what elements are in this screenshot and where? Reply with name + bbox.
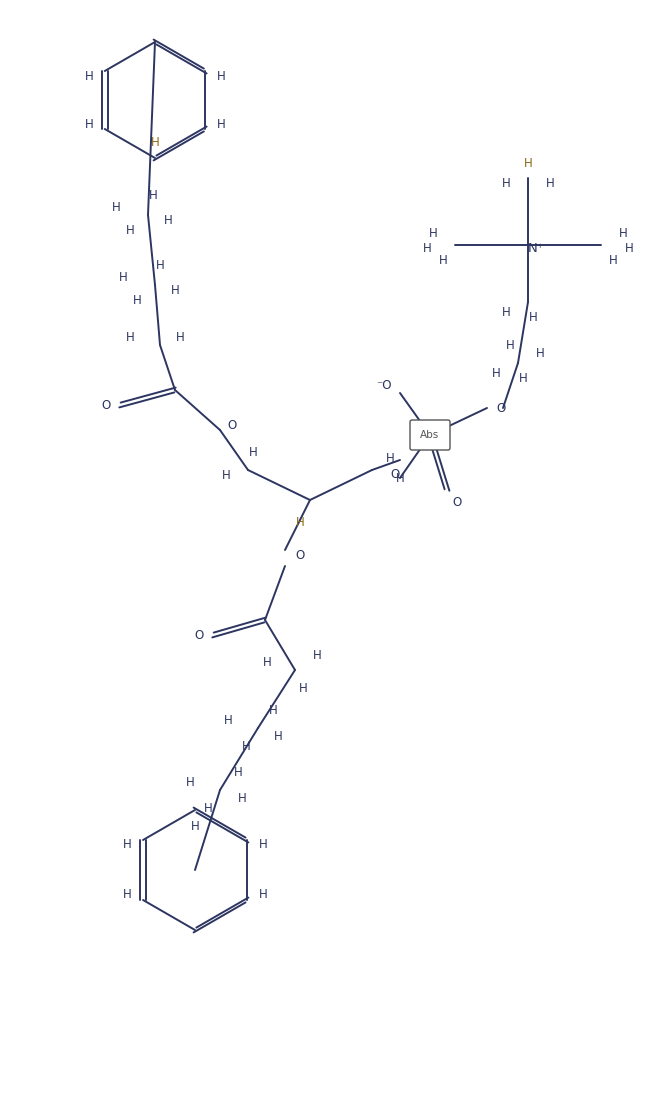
Text: H: H — [518, 371, 528, 384]
Text: H: H — [259, 888, 267, 901]
Text: ⁻O: ⁻O — [376, 379, 392, 392]
Text: H: H — [204, 802, 212, 815]
Text: H: H — [273, 729, 283, 742]
Text: H: H — [238, 792, 246, 805]
Text: H: H — [125, 223, 135, 237]
Text: H: H — [502, 176, 510, 189]
Text: H: H — [263, 656, 271, 669]
Text: O: O — [453, 496, 462, 508]
Text: H: H — [234, 765, 242, 779]
Text: H: H — [529, 311, 537, 323]
Text: O: O — [497, 402, 506, 415]
Text: H: H — [625, 242, 633, 254]
Text: H: H — [84, 117, 93, 130]
Text: H: H — [164, 214, 172, 227]
Text: H: H — [221, 469, 231, 482]
Text: H: H — [217, 69, 225, 82]
Text: H: H — [148, 188, 158, 201]
Text: H: H — [150, 136, 160, 149]
Text: O: O — [227, 418, 237, 431]
Text: O: O — [390, 468, 399, 481]
Text: Abs: Abs — [420, 430, 440, 440]
Text: H: H — [125, 331, 135, 344]
Text: H: H — [608, 254, 618, 266]
Text: H: H — [191, 819, 199, 832]
Text: H: H — [156, 258, 164, 272]
Text: H: H — [84, 69, 93, 82]
Text: O: O — [296, 549, 305, 562]
Text: H: H — [299, 681, 307, 694]
Text: H: H — [313, 648, 321, 661]
Text: H: H — [428, 227, 438, 240]
Text: H: H — [439, 254, 447, 266]
Text: H: H — [133, 293, 141, 307]
Text: H: H — [545, 176, 555, 189]
Text: H: H — [619, 227, 627, 240]
Text: H: H — [491, 367, 501, 380]
Text: H: H — [524, 157, 532, 170]
Text: H: H — [269, 703, 277, 716]
Text: H: H — [223, 714, 233, 726]
Text: O: O — [101, 399, 110, 412]
Text: H: H — [123, 888, 131, 901]
Text: H: H — [506, 338, 514, 351]
Text: O: O — [194, 629, 204, 642]
Text: H: H — [175, 331, 185, 344]
Text: H: H — [396, 472, 404, 484]
Text: H: H — [296, 516, 304, 529]
Text: N⁺: N⁺ — [528, 242, 544, 254]
Text: H: H — [535, 346, 545, 359]
Text: H: H — [386, 451, 394, 464]
Text: H: H — [112, 200, 120, 214]
Text: H: H — [242, 739, 250, 752]
FancyBboxPatch shape — [410, 420, 450, 450]
Text: H: H — [186, 775, 194, 788]
Text: H: H — [123, 839, 131, 852]
Text: H: H — [502, 306, 510, 319]
Text: H: H — [119, 270, 127, 284]
Text: H: H — [422, 242, 432, 254]
Text: H: H — [217, 117, 225, 130]
Text: H: H — [259, 839, 267, 852]
Text: H: H — [171, 284, 179, 297]
Text: H: H — [248, 446, 258, 459]
